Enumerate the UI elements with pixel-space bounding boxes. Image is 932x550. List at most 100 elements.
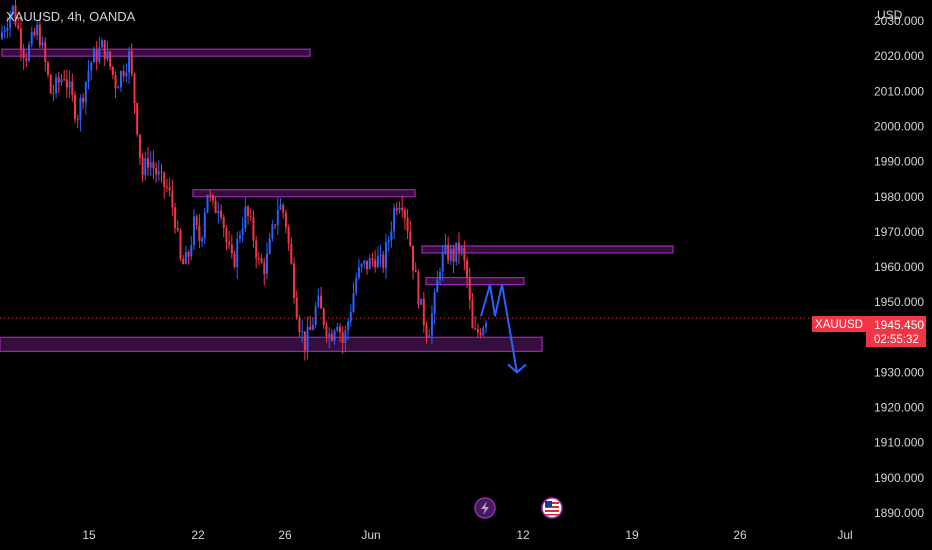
candle-body xyxy=(433,292,436,314)
candle-body xyxy=(406,217,409,232)
candle-body xyxy=(395,207,398,211)
candle-body xyxy=(19,28,22,50)
price-axis[interactable] xyxy=(866,0,932,520)
candle-body xyxy=(214,200,217,214)
time-tick-2: 26 xyxy=(278,528,292,542)
candle-body xyxy=(338,326,341,333)
candle-body xyxy=(374,260,377,268)
candle-body xyxy=(125,72,128,77)
candle-body xyxy=(36,24,39,36)
candle-body xyxy=(103,40,106,60)
candle-body xyxy=(209,195,212,197)
candle-body xyxy=(60,79,63,83)
candle-body xyxy=(317,295,320,307)
candle-body xyxy=(439,271,442,280)
candle-body xyxy=(401,207,404,210)
projection-arrow xyxy=(480,284,527,374)
candle-body xyxy=(9,14,12,28)
candle-body xyxy=(187,252,190,257)
price-tick-1: 2020.000 xyxy=(874,49,924,63)
price-tick-8: 1950.000 xyxy=(874,295,924,309)
candle-body xyxy=(76,118,79,120)
price-tick-13: 1900.000 xyxy=(874,471,924,485)
candle-body xyxy=(265,253,268,274)
candle-body xyxy=(293,263,296,299)
candle-body xyxy=(109,51,112,67)
candle-body xyxy=(184,252,187,265)
time-tick-6: 26 xyxy=(733,528,747,542)
candle-body xyxy=(398,207,401,211)
chart-title: XAUUSD, 4h, OANDA xyxy=(6,9,136,24)
candle-body xyxy=(6,27,9,31)
candle-body xyxy=(476,328,479,333)
candle-body xyxy=(90,62,93,71)
candle-body xyxy=(74,94,77,119)
candle-body xyxy=(349,312,352,322)
candle-body xyxy=(25,58,28,61)
candle-body xyxy=(263,262,266,274)
candle-body xyxy=(360,263,363,268)
candle-body xyxy=(155,168,158,175)
candle-body xyxy=(403,209,406,218)
candle-body xyxy=(28,44,31,61)
projection-path xyxy=(480,284,518,373)
candle-body xyxy=(417,272,420,305)
candle-body xyxy=(63,79,66,81)
candle-body xyxy=(225,228,228,243)
candle-body xyxy=(44,42,47,63)
candle-body xyxy=(101,40,104,48)
time-tick-4: 12 xyxy=(516,528,530,542)
candle-body xyxy=(128,51,131,73)
candle-body xyxy=(414,270,417,273)
us-flag-icon[interactable] xyxy=(541,497,563,519)
candle-body xyxy=(228,242,231,245)
candle-body xyxy=(325,325,328,337)
candle-body xyxy=(441,252,444,272)
time-tick-0: 15 xyxy=(82,528,96,542)
candle-body xyxy=(322,308,325,326)
supply-demand-zone xyxy=(1,48,311,57)
price-tick-5: 1980.000 xyxy=(874,190,924,204)
candle-body xyxy=(217,210,220,214)
candle-body xyxy=(436,279,439,293)
candle-body xyxy=(376,255,379,268)
price-tick-10: 1930.000 xyxy=(874,365,924,379)
candle-body xyxy=(328,333,331,337)
candle-body xyxy=(409,231,412,246)
price-tick-3: 2000.000 xyxy=(874,119,924,133)
candle-body xyxy=(195,216,198,226)
candle-body xyxy=(41,42,44,46)
candle-body xyxy=(117,87,120,89)
candle-body xyxy=(363,260,366,264)
candle-body xyxy=(260,258,263,263)
candles-layer xyxy=(1,0,487,361)
candle-body xyxy=(244,206,247,229)
currency-label: USD xyxy=(877,8,903,22)
time-tick-1: 22 xyxy=(191,528,205,542)
bar-countdown: 02:55:32 xyxy=(874,334,919,346)
candle-body xyxy=(314,306,317,325)
candle-body xyxy=(52,93,55,95)
candle-body xyxy=(122,71,125,77)
candle-body xyxy=(268,238,271,254)
candle-body xyxy=(119,71,122,88)
candle-body xyxy=(255,240,258,259)
candle-body xyxy=(282,204,285,213)
candle-body xyxy=(106,51,109,60)
candle-body xyxy=(38,24,41,46)
time-axis[interactable] xyxy=(0,520,866,550)
candle-body xyxy=(420,298,423,305)
flash-icon[interactable] xyxy=(474,497,496,519)
price-tick-7: 1960.000 xyxy=(874,260,924,274)
candle-body xyxy=(133,73,136,104)
candle-body xyxy=(295,298,298,319)
price-tick-0: 2030.000 xyxy=(874,14,924,28)
candle-body xyxy=(333,330,336,341)
candle-body xyxy=(57,77,60,83)
candle-body xyxy=(247,206,250,217)
candle-body xyxy=(468,278,471,301)
candle-body xyxy=(276,209,279,225)
candle-body xyxy=(1,32,3,39)
supply-demand-zone xyxy=(192,189,416,198)
